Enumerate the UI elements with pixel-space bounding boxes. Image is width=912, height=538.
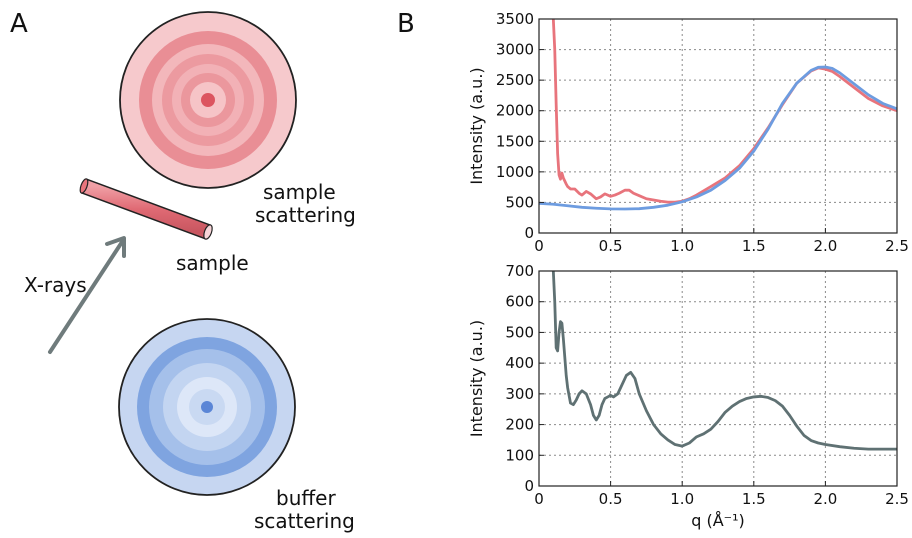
x-axis-title: q (Å⁻¹) <box>691 511 745 530</box>
y-tick-label: 1000 <box>496 163 534 181</box>
x-tick-label: 1.5 <box>742 237 766 255</box>
x-tick-label: 0.5 <box>599 490 623 508</box>
y-tick-label: 3500 <box>496 10 534 28</box>
xray-arrow-icon <box>48 236 126 354</box>
sample-scattering-label-line2: scattering <box>255 203 356 227</box>
buffer-scattering-pattern <box>118 318 296 496</box>
sample-label: sample <box>176 251 249 275</box>
y-tick-label: 500 <box>505 193 534 211</box>
panel-a-letter: A <box>10 9 28 39</box>
x-tick-label: 2.0 <box>813 490 837 508</box>
x-tick-label: 2.0 <box>813 237 837 255</box>
x-tick-label: 1.5 <box>742 490 766 508</box>
y-tick-label: 0 <box>524 477 534 495</box>
y-axis-title: Intensity (a.u.) <box>467 320 486 437</box>
plot-frame <box>538 270 898 487</box>
panel-b-letter: B <box>397 9 415 39</box>
x-tick-label: 1.0 <box>670 490 694 508</box>
panel-b: B 0 0.5 1.0 1.5 2.0 2.50500100015002000250030… <box>397 9 909 530</box>
chart-top: 0 0.5 1.0 1.5 2.0 2.5 0 500 1000 1500 2000 2500 3000… <box>467 10 909 255</box>
y-tick-label: 3000 <box>496 41 534 59</box>
plot-frame <box>538 18 898 234</box>
x-tick-label: 0 <box>534 490 544 508</box>
y-tick-label: 600 <box>505 293 534 311</box>
y-tick-label: 100 <box>505 446 534 464</box>
x-tick-label: 2.5 <box>885 490 909 508</box>
y-tick-label: 400 <box>505 354 534 372</box>
x-tick-label: 0.5 <box>599 237 623 255</box>
y-tick-label: 1500 <box>496 132 534 150</box>
y-tick-label: 700 <box>505 262 534 280</box>
chart-bottom: 0 0.5 1.0 1.5 2.0 2.5 0 100 200 300 400 500 600 700 In… <box>467 262 909 530</box>
y-tick-label: 2500 <box>496 71 534 89</box>
buffer-scattering-label-line2: scattering <box>254 509 355 533</box>
y-tick-label: 200 <box>505 416 534 434</box>
panel-a: A sample scattering sample X-rays <box>10 9 356 533</box>
series-line-2 <box>539 65 897 211</box>
xrays-label: X-rays <box>24 273 87 297</box>
x-tick-label: 0 <box>534 237 544 255</box>
sample-scattering-pattern <box>119 11 297 189</box>
y-tick-label: 500 <box>505 323 534 341</box>
sample-tube-icon <box>79 178 213 240</box>
y-tick-label: 2000 <box>496 102 534 120</box>
x-tick-label: 2.5 <box>885 237 909 255</box>
y-tick-label: 300 <box>505 385 534 403</box>
x-tick-label: 1.0 <box>670 237 694 255</box>
buffer-scattering-label-line1: buffer <box>276 486 336 510</box>
y-axis-title: Intensity (a.u.) <box>467 67 486 184</box>
y-tick-label: 0 <box>524 224 534 242</box>
sample-scattering-label-line1: sample <box>263 180 336 204</box>
series-line-1 <box>551 271 897 451</box>
